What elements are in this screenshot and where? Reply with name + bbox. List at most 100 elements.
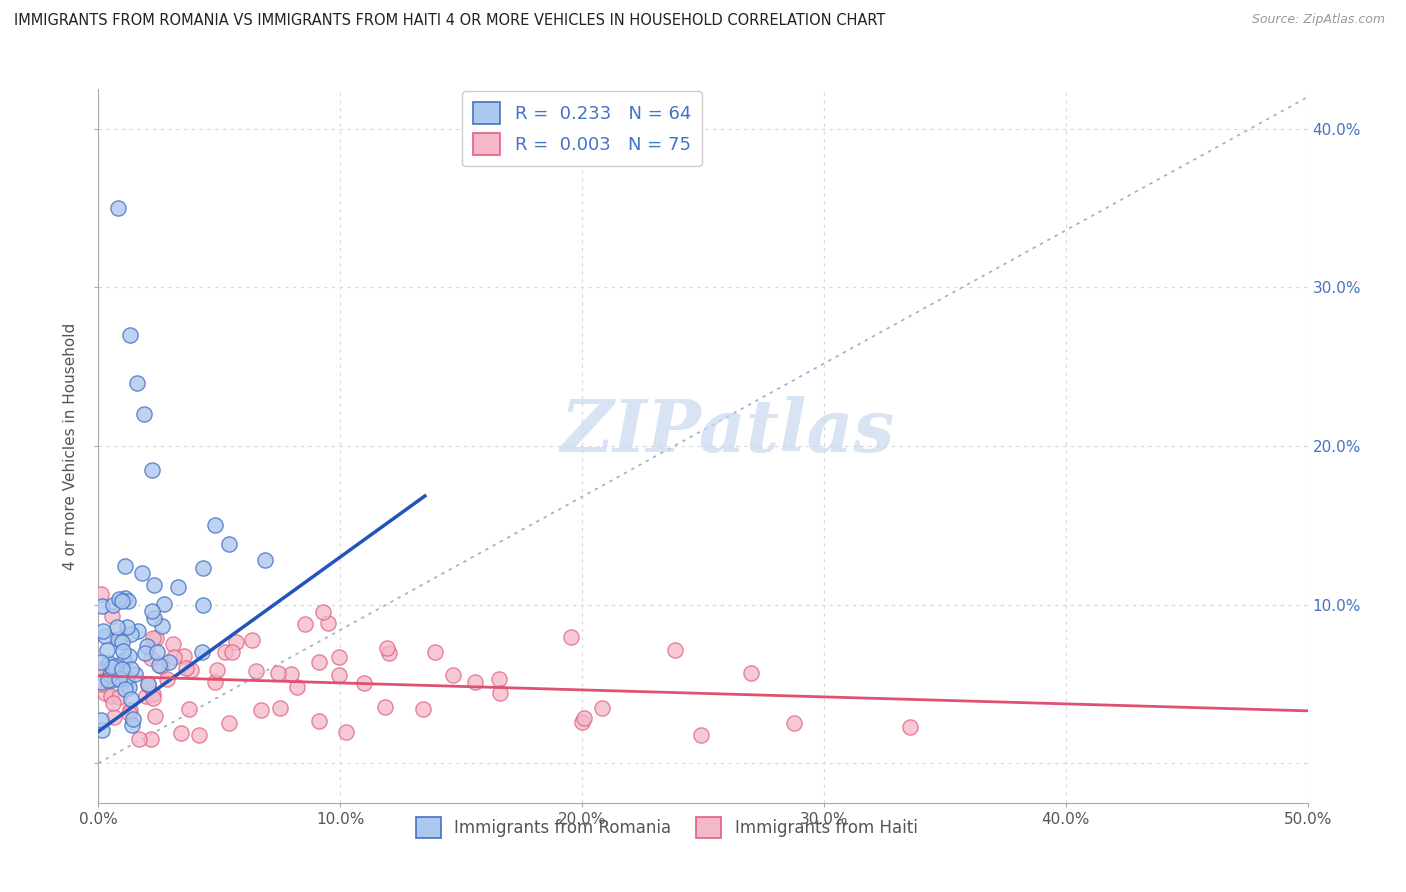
Point xyxy=(328,668,350,682)
Point xyxy=(148,658,170,673)
Point xyxy=(103,598,125,612)
Point xyxy=(135,689,157,703)
Point xyxy=(120,692,142,706)
Point xyxy=(572,711,595,725)
Point xyxy=(90,587,112,601)
Point xyxy=(311,605,333,619)
Point xyxy=(98,664,121,678)
Point xyxy=(93,629,115,643)
Point xyxy=(280,667,302,681)
Point xyxy=(124,666,146,681)
Point xyxy=(328,650,350,665)
Point xyxy=(108,665,131,679)
Point xyxy=(120,703,142,717)
Point xyxy=(245,664,267,678)
Point xyxy=(97,673,120,687)
Point xyxy=(250,703,273,717)
Point xyxy=(142,687,165,701)
Text: ZIPatlas: ZIPatlas xyxy=(560,396,894,467)
Point xyxy=(191,561,214,575)
Point xyxy=(112,653,135,667)
Point xyxy=(221,645,243,659)
Point xyxy=(205,663,228,677)
Point xyxy=(103,710,125,724)
Point xyxy=(170,726,193,740)
Point xyxy=(218,537,240,551)
Point xyxy=(111,662,134,676)
Point xyxy=(134,407,156,421)
Point xyxy=(225,635,247,649)
Point xyxy=(204,674,226,689)
Point xyxy=(101,696,124,710)
Point xyxy=(335,725,357,739)
Point xyxy=(374,700,396,714)
Point xyxy=(143,577,166,591)
Point xyxy=(107,632,129,646)
Point xyxy=(441,667,464,681)
Point xyxy=(107,201,129,215)
Point xyxy=(204,517,226,532)
Point xyxy=(127,624,149,639)
Point xyxy=(269,701,291,715)
Point xyxy=(94,659,117,673)
Point xyxy=(308,655,330,669)
Point xyxy=(308,714,330,729)
Point xyxy=(141,463,163,477)
Point xyxy=(689,729,711,743)
Point xyxy=(591,701,613,715)
Point xyxy=(120,627,142,641)
Point xyxy=(114,682,136,697)
Point xyxy=(114,558,136,573)
Point xyxy=(107,592,129,607)
Point xyxy=(174,661,197,675)
Point xyxy=(90,676,112,690)
Point xyxy=(139,650,162,665)
Point xyxy=(91,624,114,638)
Point xyxy=(412,702,434,716)
Point xyxy=(163,649,186,664)
Point xyxy=(142,631,165,645)
Point xyxy=(117,681,139,695)
Point xyxy=(110,632,132,647)
Point xyxy=(97,657,120,671)
Point xyxy=(90,655,112,669)
Point xyxy=(142,691,165,706)
Point xyxy=(136,677,159,691)
Point xyxy=(127,376,149,390)
Point xyxy=(131,566,153,581)
Point xyxy=(115,620,138,634)
Point xyxy=(173,649,195,664)
Point xyxy=(139,732,162,747)
Point xyxy=(294,617,316,632)
Point xyxy=(423,645,446,659)
Point xyxy=(121,718,143,732)
Point xyxy=(105,619,128,633)
Point xyxy=(104,659,127,673)
Point xyxy=(898,720,921,734)
Point xyxy=(107,690,129,705)
Y-axis label: 4 or more Vehicles in Household: 4 or more Vehicles in Household xyxy=(63,322,79,570)
Point xyxy=(240,633,263,648)
Point xyxy=(93,686,115,700)
Point xyxy=(90,675,112,690)
Point xyxy=(377,640,399,655)
Point xyxy=(150,619,173,633)
Point xyxy=(188,728,211,742)
Point xyxy=(143,709,166,723)
Point xyxy=(180,663,202,677)
Point xyxy=(100,690,122,704)
Point xyxy=(156,672,179,686)
Text: IMMIGRANTS FROM ROMANIA VS IMMIGRANTS FROM HAITI 4 OR MORE VEHICLES IN HOUSEHOLD: IMMIGRANTS FROM ROMANIA VS IMMIGRANTS FR… xyxy=(14,13,886,29)
Point xyxy=(107,672,129,686)
Point xyxy=(98,667,121,681)
Point xyxy=(122,712,145,726)
Point xyxy=(464,674,486,689)
Point xyxy=(110,635,132,649)
Point xyxy=(117,594,139,608)
Point xyxy=(120,662,142,676)
Point xyxy=(378,646,401,660)
Point xyxy=(90,665,112,679)
Point xyxy=(118,328,141,343)
Point xyxy=(111,593,134,607)
Point xyxy=(118,649,141,664)
